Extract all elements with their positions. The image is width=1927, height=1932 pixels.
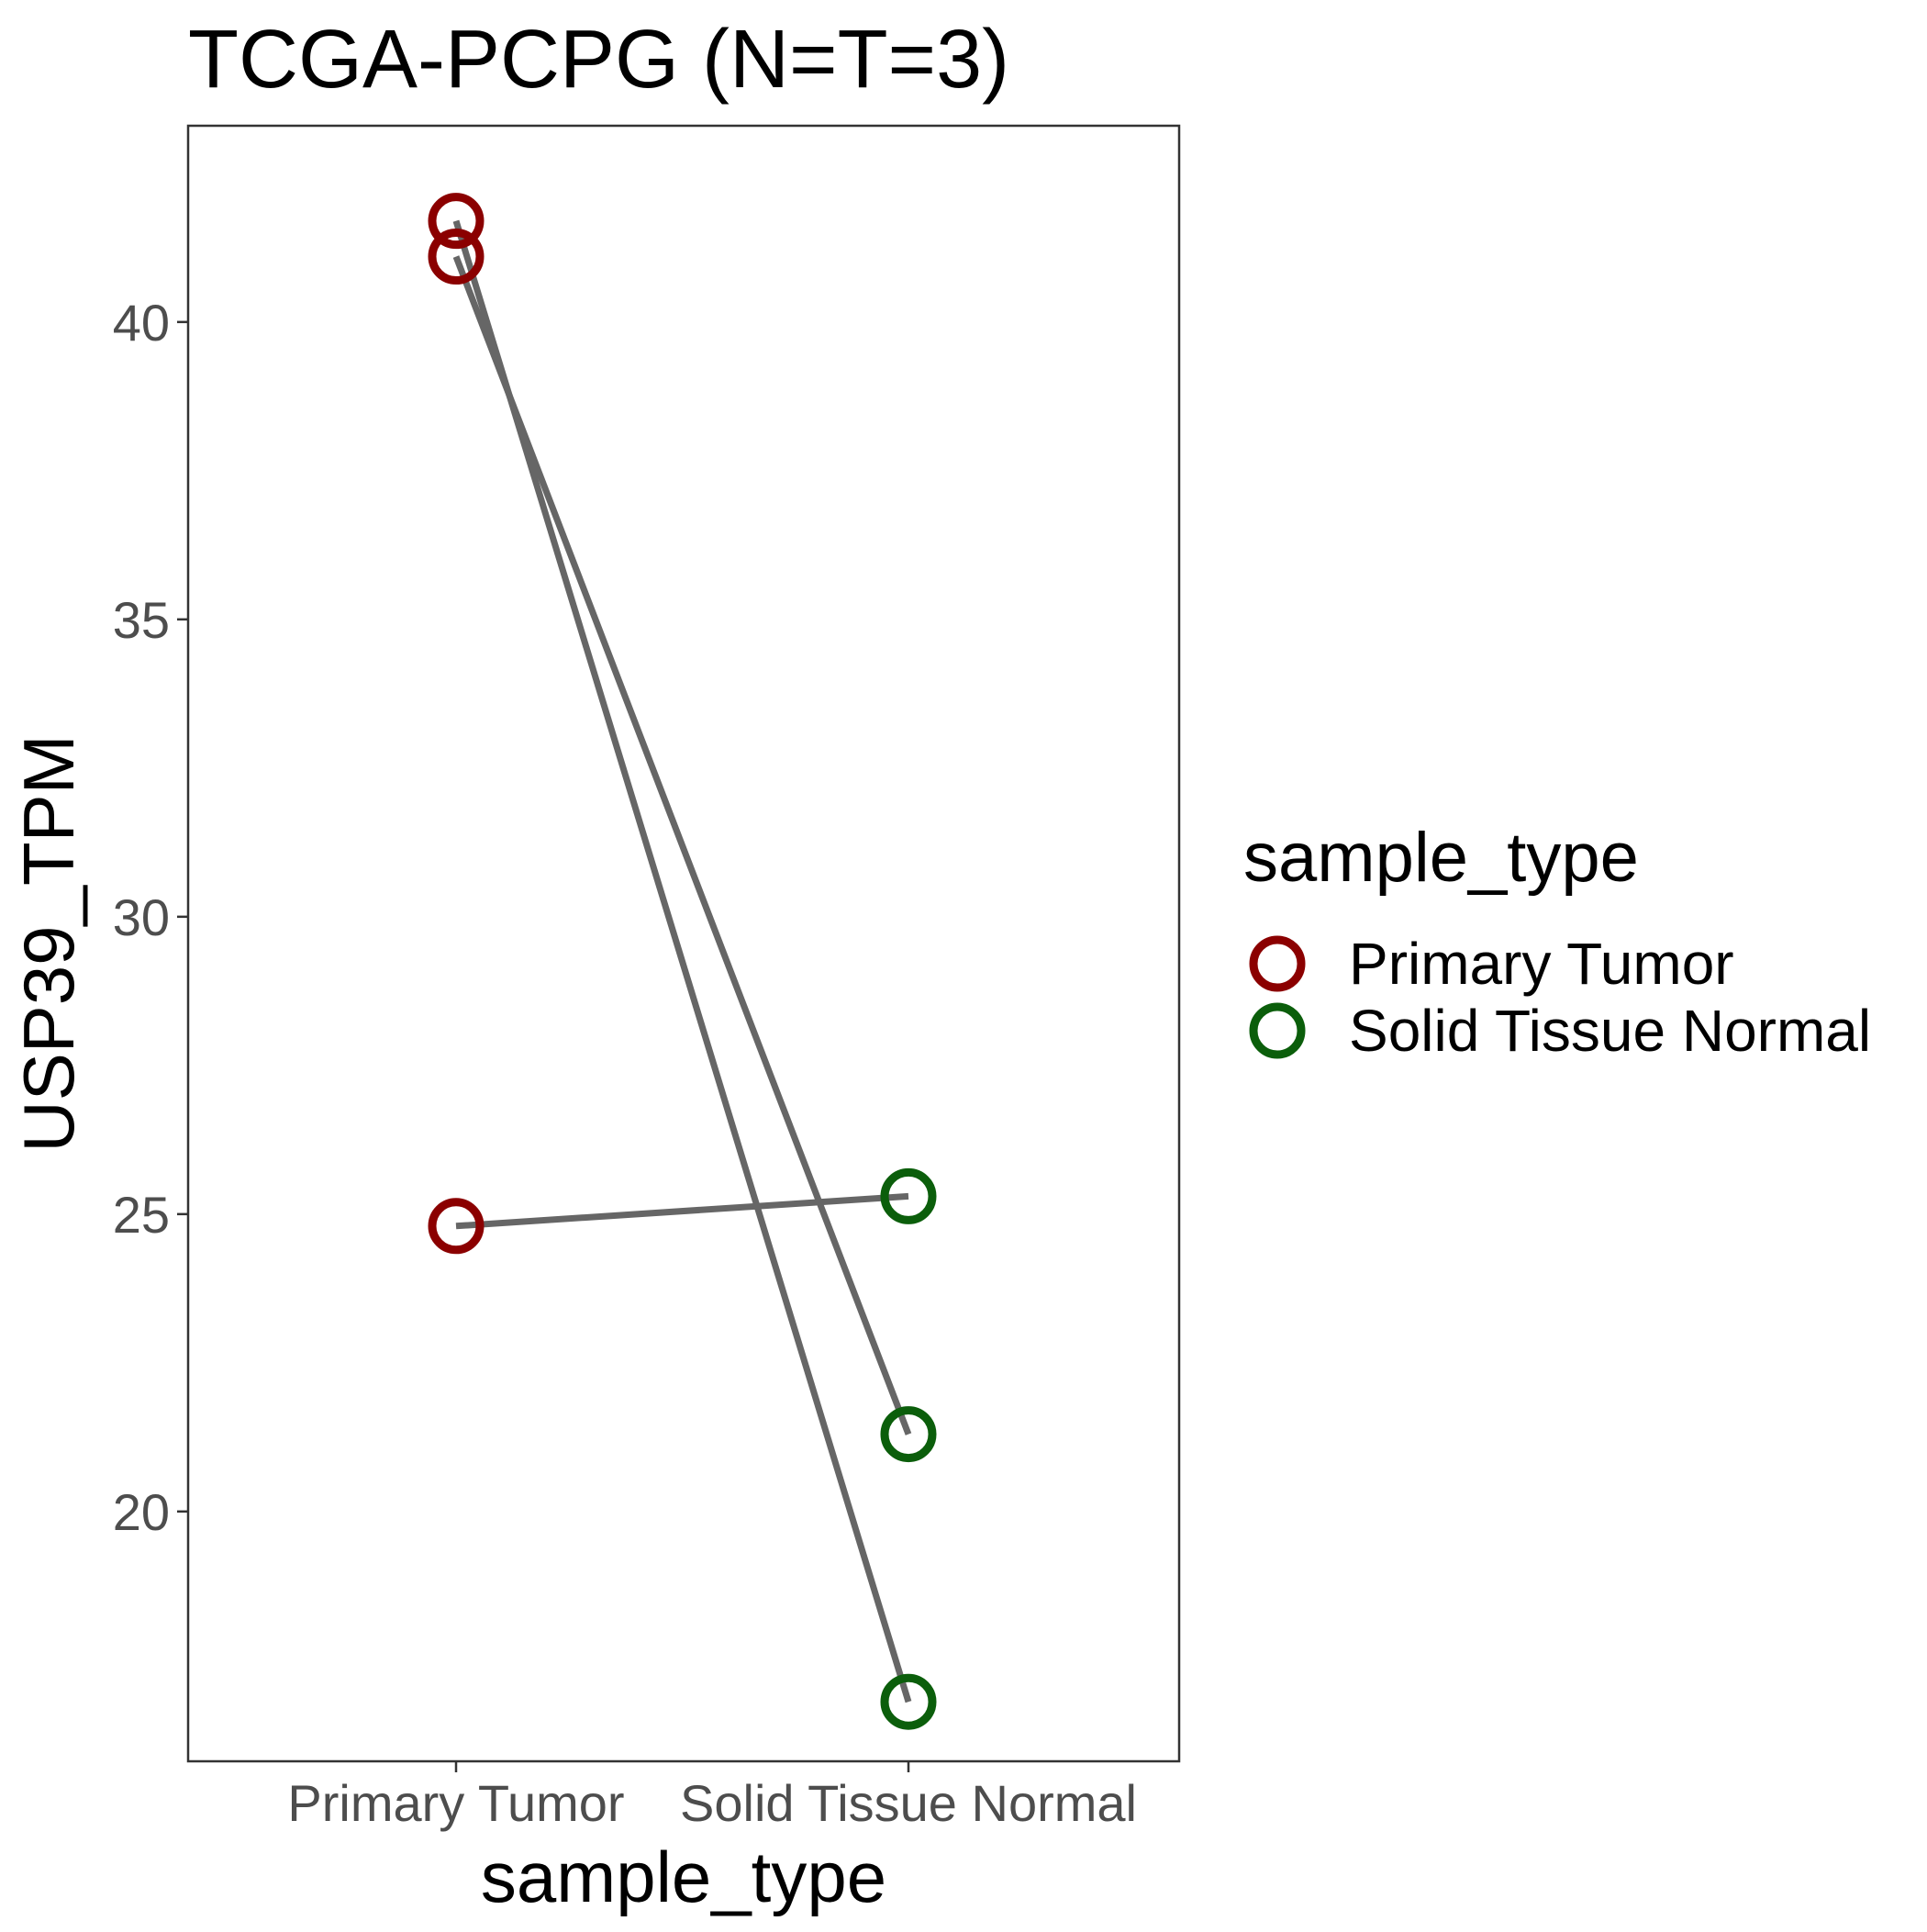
legend-label: Solid Tissue Normal bbox=[1349, 998, 1871, 1064]
x-axis-title: sample_type bbox=[481, 1837, 886, 1917]
solid-tissue-normal-point bbox=[880, 1406, 937, 1463]
x-tick-label: Primary Tumor bbox=[287, 1774, 624, 1832]
pair-lines bbox=[452, 219, 912, 1703]
primary-tumor-point bbox=[428, 229, 485, 285]
chart-title: TCGA-PCPG (N=T=3) bbox=[188, 14, 1009, 106]
legend-key-icon bbox=[1249, 935, 1306, 992]
axis-ticks: 20 25 30 35 40 Primary Tumor Solid Tissue Norm… bbox=[113, 294, 1137, 1832]
x-tick-label: Solid Tissue Normal bbox=[680, 1774, 1137, 1832]
y-tick-label: 20 bbox=[113, 1483, 170, 1541]
legend-key-icon bbox=[1249, 1002, 1306, 1059]
pair-line bbox=[452, 219, 912, 1703]
legend-title: sample_type bbox=[1243, 819, 1639, 897]
y-tick-label: 25 bbox=[113, 1186, 170, 1244]
primary-tumor-point bbox=[428, 1198, 485, 1255]
data-points bbox=[428, 193, 937, 1730]
y-tick-label: 40 bbox=[113, 294, 170, 352]
y-tick-label: 30 bbox=[113, 888, 170, 946]
plot-panel bbox=[186, 124, 1181, 1763]
primary-tumor-point bbox=[428, 193, 485, 250]
legend-label: Primary Tumor bbox=[1349, 931, 1734, 997]
pair-line bbox=[452, 255, 912, 1435]
pair-line bbox=[455, 1192, 909, 1230]
solid-tissue-normal-point bbox=[880, 1167, 937, 1224]
y-tick-label: 35 bbox=[113, 591, 170, 649]
y-axis-title: USP39_TPM bbox=[8, 734, 89, 1152]
solid-tissue-normal-point bbox=[880, 1673, 937, 1730]
